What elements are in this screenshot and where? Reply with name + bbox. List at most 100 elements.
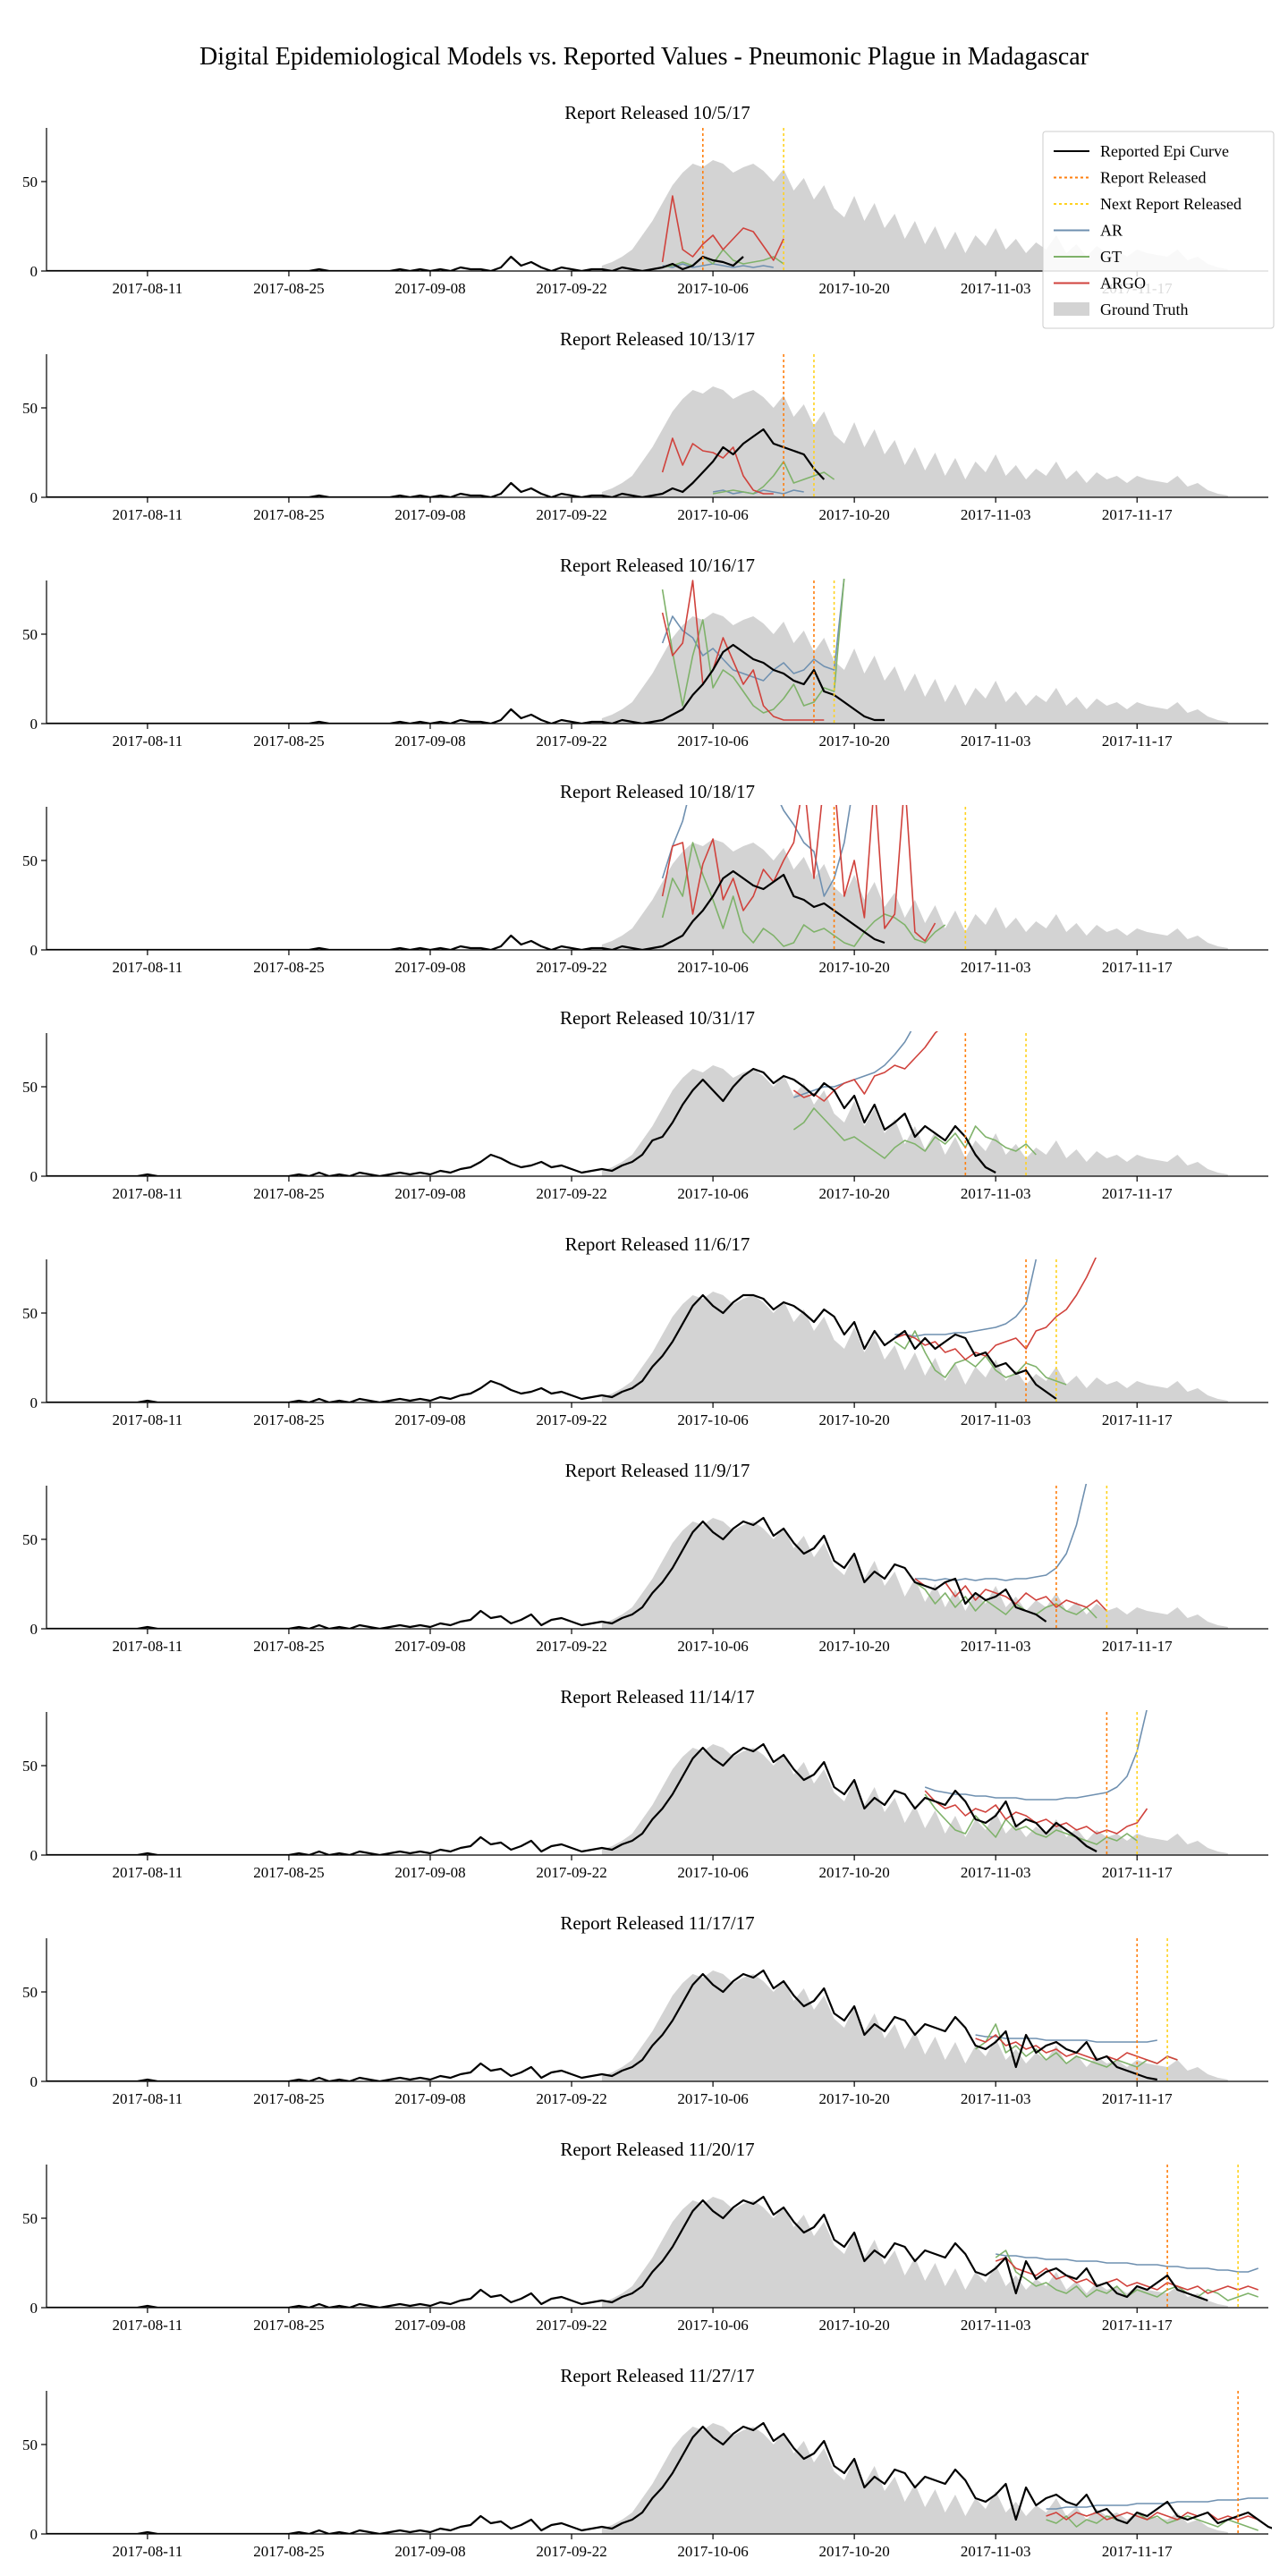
panel-title: Report Released 10/13/17 <box>560 328 755 350</box>
x-tick-label: 2017-09-22 <box>536 506 606 523</box>
x-tick-label: 2017-08-25 <box>253 1638 324 1655</box>
ar-line <box>662 263 774 268</box>
x-tick-label: 2017-10-06 <box>677 280 748 297</box>
gt-line <box>894 1330 1067 1385</box>
legend-box <box>1042 131 1275 329</box>
x-tick-label: 2017-08-11 <box>113 280 183 297</box>
plot-area <box>47 386 1228 497</box>
x-tick-label: 2017-10-06 <box>677 1864 748 1881</box>
x-tick-label: 2017-08-11 <box>113 2090 183 2107</box>
panel-title: Report Released 11/27/17 <box>560 2365 754 2386</box>
x-tick-label: 2017-08-25 <box>253 2317 324 2334</box>
x-tick-label: 2017-11-17 <box>1102 1638 1173 1655</box>
argo-line <box>894 1258 1097 1360</box>
panel-title: Report Released 11/20/17 <box>560 2139 754 2160</box>
ar-line <box>1046 2497 1268 2510</box>
x-tick-label: 2017-09-22 <box>536 733 606 750</box>
y-tick-label: 50 <box>22 400 38 417</box>
x-tick-label: 2017-08-25 <box>253 733 324 750</box>
x-tick-label: 2017-09-22 <box>536 2317 606 2334</box>
y-tick-label: 50 <box>22 1531 38 1548</box>
panel-title: Report Released 10/18/17 <box>560 781 755 802</box>
panel-title: Report Released 11/14/17 <box>560 1686 754 1707</box>
x-tick-label: 2017-09-08 <box>394 733 465 750</box>
x-tick-label: 2017-09-08 <box>394 1638 465 1655</box>
x-tick-label: 2017-10-20 <box>818 280 889 297</box>
figure-title: Digital Epidemiological Models vs. Repor… <box>199 43 1089 71</box>
reported-epi-curve-line <box>47 1516 1047 1629</box>
x-tick-label: 2017-08-25 <box>253 506 324 523</box>
x-tick-label: 2017-11-03 <box>961 280 1031 297</box>
plot-area <box>47 1969 1228 2081</box>
x-tick-label: 2017-08-11 <box>113 733 183 750</box>
y-tick-label: 0 <box>30 263 38 280</box>
plot-area <box>47 1484 1228 1629</box>
plot-area <box>47 2421 1272 2534</box>
ground-truth-area <box>601 1065 1228 1176</box>
panel-6: 0 50 2017-08-11 2017-08-25 2017-09-08 2017-09… <box>22 1233 1268 1428</box>
x-tick-label: 2017-09-08 <box>394 280 465 297</box>
gt-line <box>1046 2512 1258 2531</box>
ground-truth-area <box>601 1970 1228 2081</box>
ground-truth-area <box>601 613 1228 724</box>
x-tick-label: 2017-09-08 <box>394 2090 465 2107</box>
y-tick-label: 50 <box>22 852 38 869</box>
x-tick-label: 2017-09-22 <box>536 2090 606 2107</box>
x-tick-label: 2017-08-11 <box>113 506 183 523</box>
x-tick-label: 2017-10-06 <box>677 506 748 523</box>
panel-title: Report Released 10/5/17 <box>564 102 750 123</box>
gt-line <box>924 1793 1138 1845</box>
gt-line <box>792 1107 1037 1159</box>
x-tick-label: 2017-08-25 <box>253 1411 324 1428</box>
ar-line <box>975 2034 1157 2043</box>
x-tick-label: 2017-11-03 <box>961 1185 1031 1202</box>
y-tick-label: 0 <box>30 1621 38 1638</box>
x-tick-label: 2017-11-03 <box>961 1411 1031 1428</box>
panel-7: 0 50 2017-08-11 2017-08-25 2017-09-08 2017-09… <box>22 1460 1268 1655</box>
argo-line <box>792 1031 938 1102</box>
ar-line <box>924 1710 1148 1801</box>
panel-title: Report Released 11/17/17 <box>560 1912 754 1934</box>
legend-label-gt: GT <box>1100 248 1122 266</box>
x-tick-label: 2017-10-06 <box>677 733 748 750</box>
y-tick-label: 50 <box>22 2436 38 2453</box>
panel-11: 0 50 2017-08-11 2017-08-25 2017-09-08 2017-09… <box>22 2365 1272 2560</box>
ar-line <box>914 1484 1088 1581</box>
plot-area <box>47 1710 1228 1855</box>
y-tick-label: 50 <box>22 1984 38 2001</box>
reported-epi-curve-line <box>47 2421 1272 2534</box>
y-tick-label: 50 <box>22 174 38 191</box>
gt-line <box>975 2023 1178 2068</box>
x-tick-label: 2017-11-03 <box>961 1638 1031 1655</box>
x-tick-label: 2017-11-03 <box>961 2090 1031 2107</box>
panel-2: 0 50 2017-08-11 2017-08-25 2017-09-08 2017-09… <box>22 328 1268 523</box>
x-tick-label: 2017-10-06 <box>677 1638 748 1655</box>
ground-truth-area <box>601 1292 1228 1402</box>
x-tick-label: 2017-08-11 <box>113 959 183 976</box>
legend-label-ar: AR <box>1100 222 1123 240</box>
y-tick-label: 0 <box>30 489 38 506</box>
y-tick-label: 0 <box>30 1847 38 1864</box>
x-tick-label: 2017-10-20 <box>818 506 889 523</box>
legend: Reported Epi Curve Report Released Next Re… <box>1042 131 1275 329</box>
x-tick-label: 2017-11-17 <box>1102 2090 1173 2107</box>
ground-truth-area <box>601 160 1228 271</box>
x-tick-label: 2017-11-17 <box>1102 506 1173 523</box>
x-tick-label: 2017-09-08 <box>394 2317 465 2334</box>
y-tick-label: 0 <box>30 2300 38 2317</box>
x-tick-label: 2017-09-08 <box>394 1411 465 1428</box>
x-tick-label: 2017-10-20 <box>818 733 889 750</box>
reported-epi-curve-line <box>47 643 885 724</box>
x-tick-label: 2017-10-20 <box>818 2543 889 2560</box>
x-tick-label: 2017-09-22 <box>536 1185 606 1202</box>
x-tick-label: 2017-11-17 <box>1102 733 1173 750</box>
x-tick-label: 2017-09-08 <box>394 1864 465 1881</box>
panel-title: Report Released 10/16/17 <box>560 555 755 576</box>
reported-epi-curve-line <box>47 1067 996 1176</box>
y-tick-label: 50 <box>22 1079 38 1096</box>
x-tick-label: 2017-10-20 <box>818 2317 889 2334</box>
x-tick-label: 2017-09-22 <box>536 280 606 297</box>
argo-line <box>661 805 936 942</box>
x-tick-label: 2017-08-11 <box>113 1411 183 1428</box>
panel-3: 0 50 2017-08-11 2017-08-25 2017-09-08 2017-09… <box>22 555 1268 750</box>
